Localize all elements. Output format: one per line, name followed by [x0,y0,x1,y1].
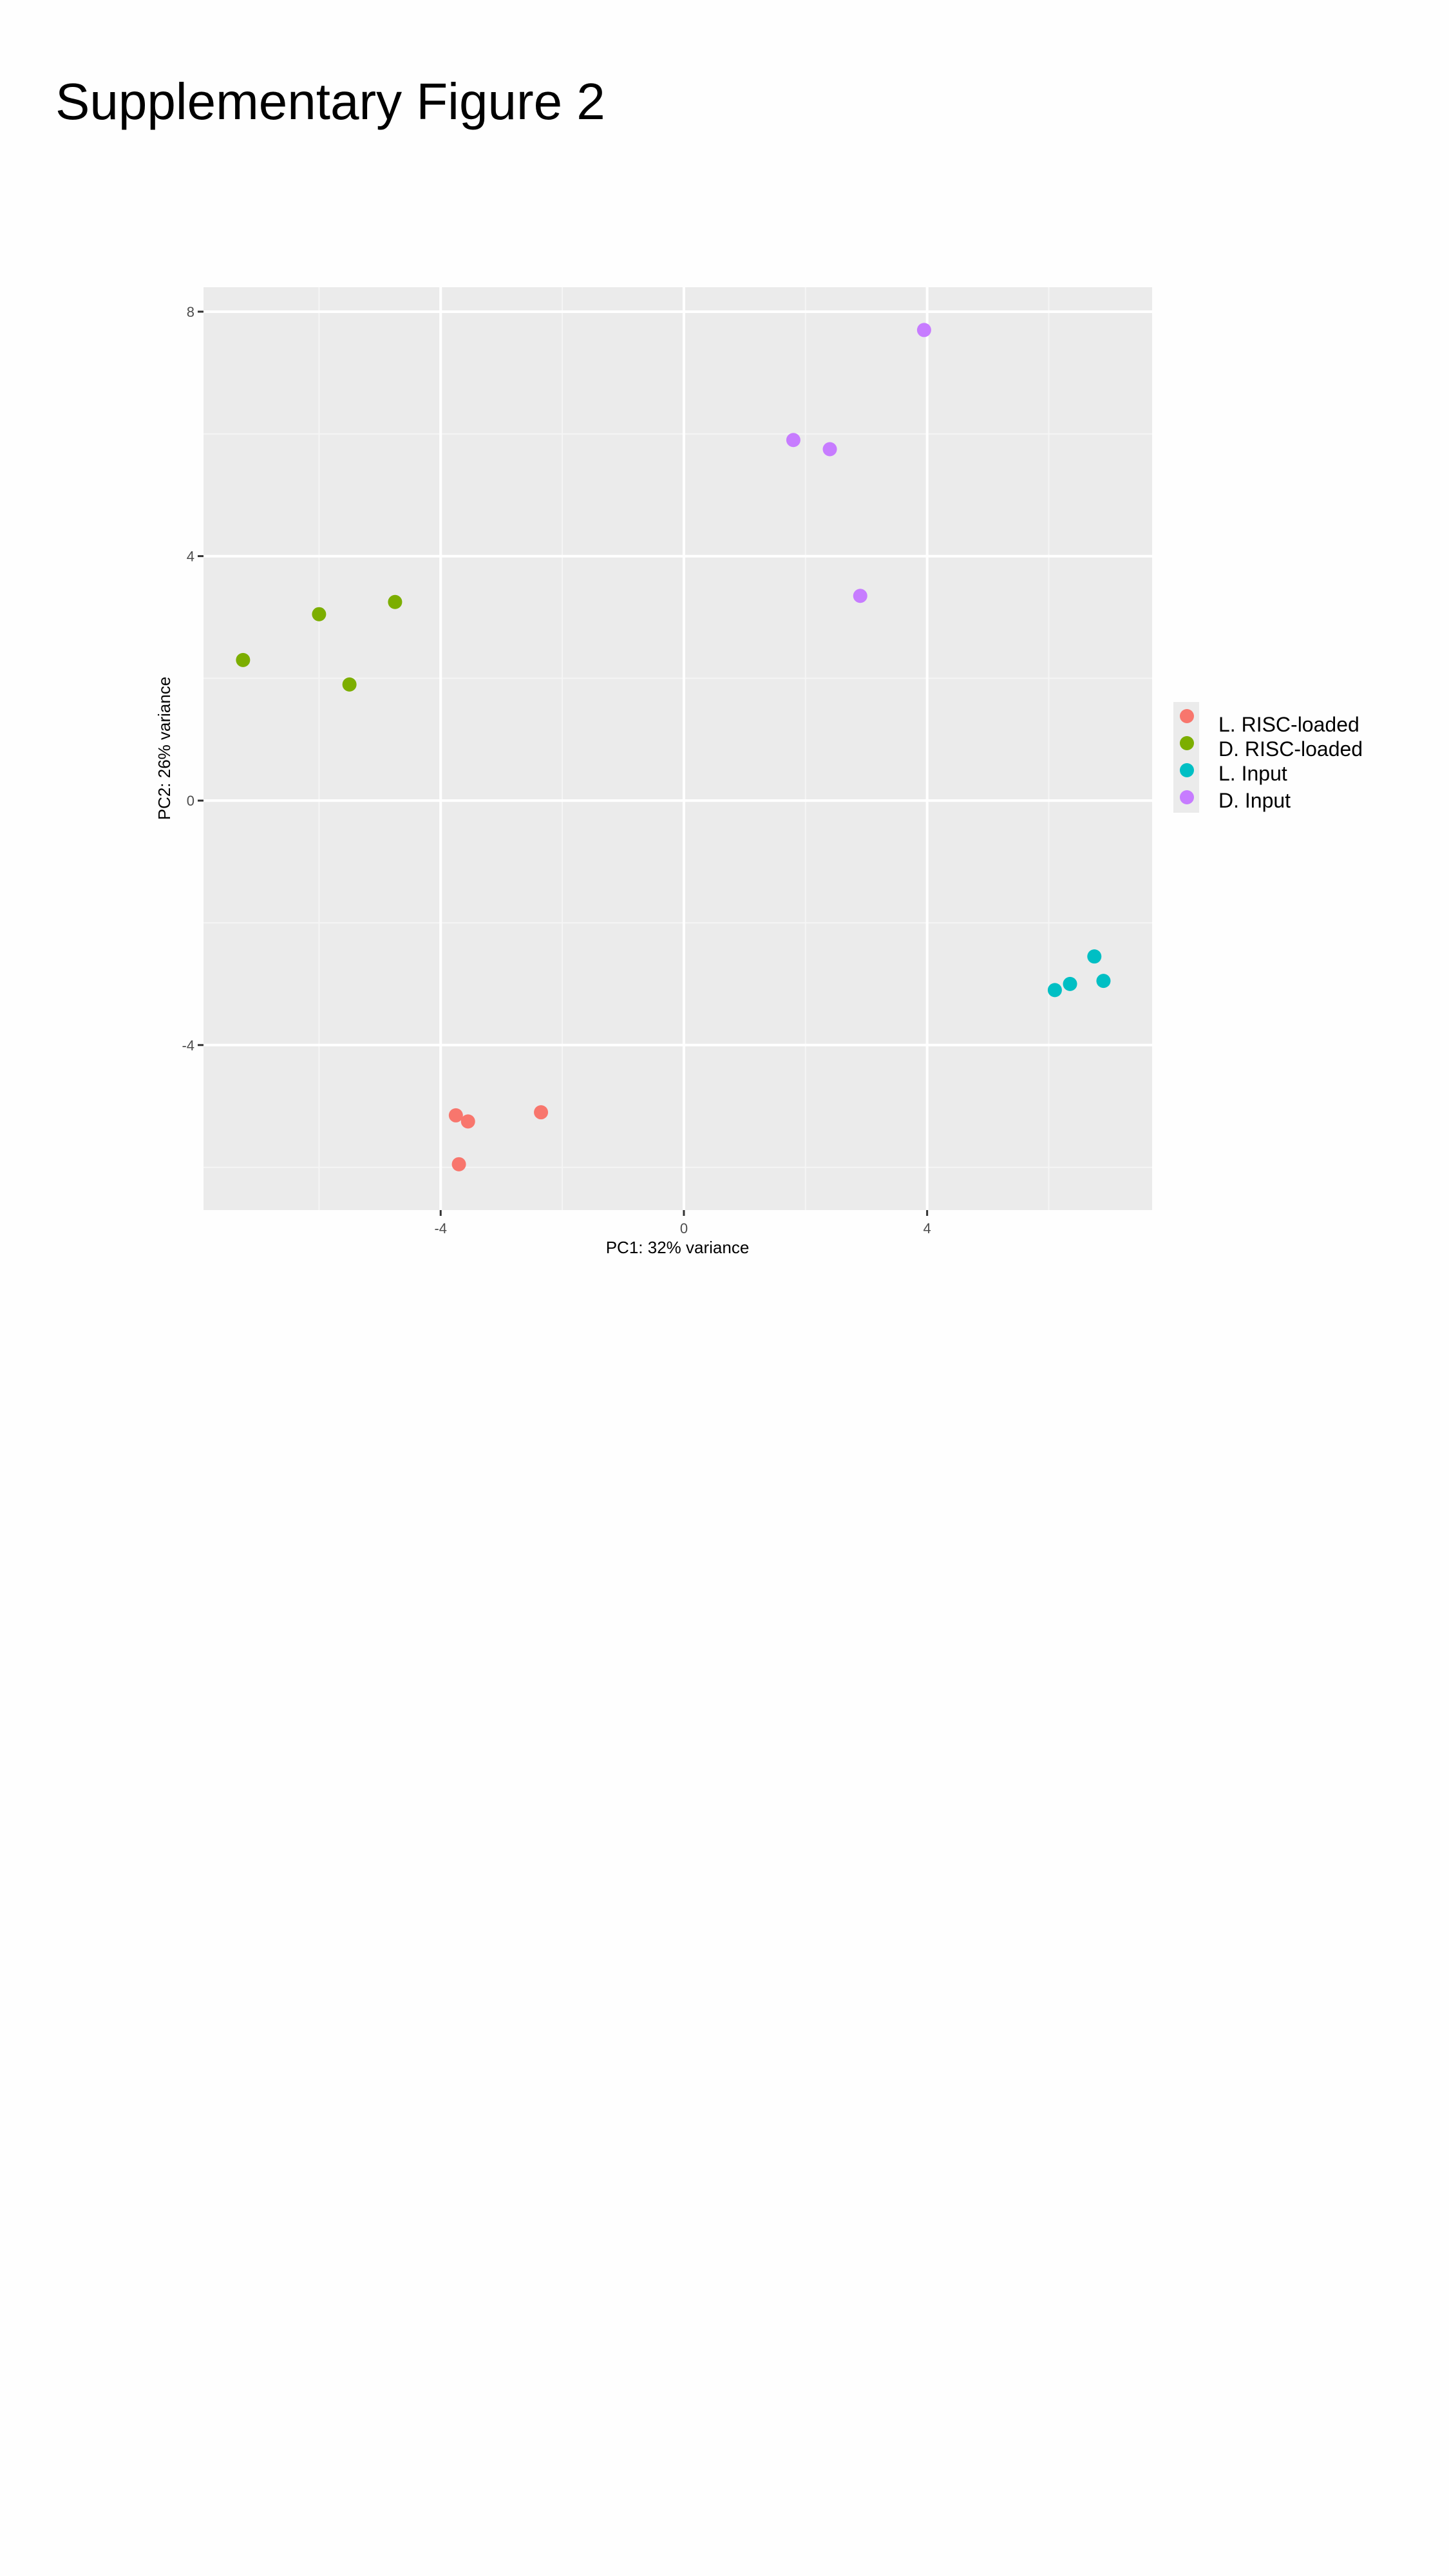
x-axis-label: PC1: 32% variance [606,1238,750,1257]
x-tick-label: -4 [434,1220,447,1236]
legend-label-d-risc-loaded: D. RISC-loaded [1218,737,1363,761]
data-point-d-input [853,589,867,603]
data-point-d-input [822,442,837,457]
legend-item-l-risc-loaded: L. RISC-loaded [1173,703,1431,736]
legend-dot-d-risc-loaded [1180,736,1194,750]
data-point-d-risc-loaded [388,594,402,609]
plot-panel [204,287,1152,1210]
data-point-l-input [1096,974,1111,989]
legend-item-d-input: D. Input [1173,784,1431,812]
data-point-d-risc-loaded [342,677,357,692]
grid-major [204,287,1152,1210]
legend-dot-l-input [1180,763,1194,777]
data-point-l-input [1087,949,1102,964]
legend-item-d-risc-loaded: D. RISC-loaded [1173,730,1431,761]
data-point-l-input [1047,983,1062,998]
grid-minor [204,287,1152,1210]
points-layer [236,323,1111,1171]
y-tick-label: 4 [187,549,194,565]
legend-dot-l-risc-loaded [1180,709,1194,723]
data-point-l-input [1063,976,1077,991]
data-point-l-risc-loaded [534,1105,549,1120]
x-tick-label: 0 [680,1220,688,1236]
legend-item-l-input: L. Input [1173,757,1431,785]
y-tick-label: 8 [187,304,194,320]
legend-label-l-risc-loaded: L. RISC-loaded [1218,713,1359,736]
y-axis: 8 4 0 -4 [182,304,204,1054]
data-point-l-risc-loaded [460,1114,475,1129]
legend-dot-d-input [1180,790,1194,804]
y-axis-label: PC2: 26% variance [155,677,174,820]
page-title: Supplementary Figure 2 [55,73,605,130]
legend-label-d-input: D. Input [1218,789,1291,812]
x-tick-label: 4 [923,1220,931,1236]
data-point-d-input [916,323,931,337]
x-axis: -4 0 4 [434,1210,931,1236]
data-point-d-risc-loaded [312,607,327,621]
pca-scatter-chart: -4 0 4 8 4 0 -4 PC1: 32% variance PC2: 26% va… [155,287,1152,1257]
data-point-l-risc-loaded [448,1108,463,1122]
data-point-d-risc-loaded [236,652,251,667]
y-tick-label: -4 [182,1037,194,1054]
y-tick-label: 0 [187,793,194,809]
data-point-l-risc-loaded [451,1157,466,1171]
legend-label-l-input: L. Input [1218,762,1287,785]
data-point-d-input [786,433,800,448]
